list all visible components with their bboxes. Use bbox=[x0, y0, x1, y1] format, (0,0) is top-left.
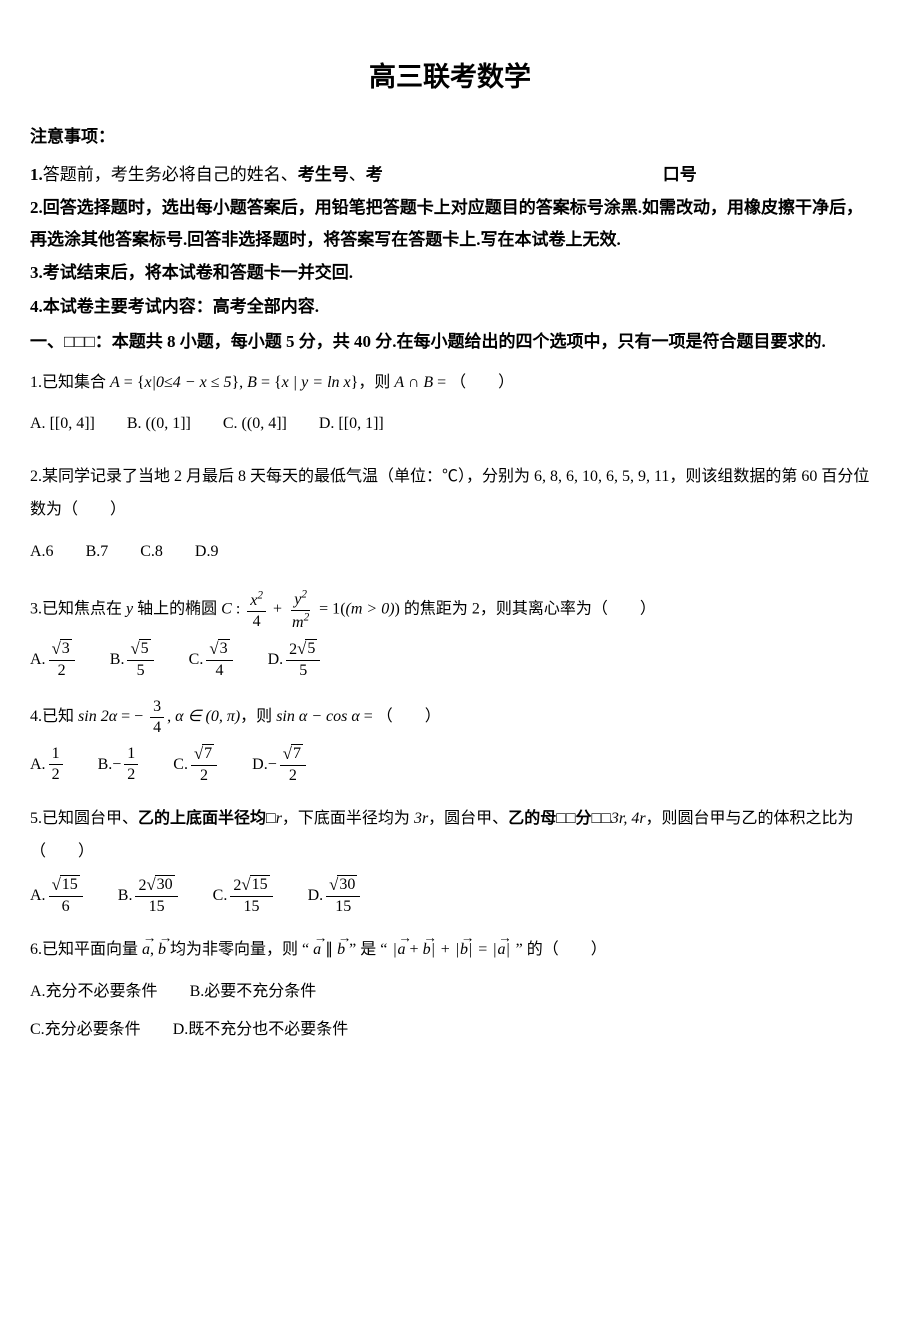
question-4-options: A. 12 B.− 12 C. 72 D.− 72 bbox=[30, 744, 870, 786]
question-5-options: A. 156 B. 23015 C. 21515 D. 3015 bbox=[30, 875, 870, 917]
question-5: 5.已知圆台甲、乙的上底面半径均□r，下底面半径均为 3r，圆台甲、乙的母□□分… bbox=[30, 802, 870, 917]
notice-2: 2.回答选择题时，选出每小题答案后，用铅笔把答题卡上对应题目的答案标号涂黑.如需… bbox=[30, 192, 870, 255]
question-3: 3.已知焦点在 y 轴上的椭圆 C : x24 + y2m2 = 1((m > … bbox=[30, 587, 870, 681]
section-header: 一、□□□：本题共 8 小题，每小题 5 分，共 40 分.在每小题给出的四个选… bbox=[30, 326, 870, 357]
question-1: 1.已知集合 A = {x|0≤4 − x ≤ 5}, B = {x | y =… bbox=[30, 366, 870, 444]
question-2: 2.某同学记录了当地 2 月最后 8 天每天的最低气温（单位：℃），分别为 6,… bbox=[30, 460, 870, 572]
question-2-options: A.6 B.7 C.8 D.9 bbox=[30, 533, 870, 571]
question-1-options: A. [[0, 4]] B. ((0, 1]] C. ((0, 4]] D. [… bbox=[30, 405, 870, 443]
notice-label: 注意事项： bbox=[30, 122, 870, 147]
page-title: 高三联考数学 bbox=[30, 55, 870, 94]
notice-4: 4.本试卷主要考试内容：高考全部内容. bbox=[30, 291, 870, 322]
question-6: 6.已知平面向量 a, b 均为非零向量，则 “ a ∥ b ” 是 “ a +… bbox=[30, 933, 870, 1049]
question-3-options: A. 32 B. 55 C. 34 D. 255 bbox=[30, 639, 870, 681]
question-6-options: A.充分不必要条件 B.必要不充分条件 C.充分必要条件 D.既不充分也不必要条… bbox=[30, 973, 870, 1050]
notice-3: 3.考试结束后，将本试卷和答题卡一并交回. bbox=[30, 257, 870, 288]
question-4: 4.已知 sin 2α = − 34, α ∈ (0, π)，则 sin α −… bbox=[30, 697, 870, 786]
notice-1: 1.答题前，考生务必将自己的姓名、考生号、考口号 bbox=[30, 159, 870, 190]
